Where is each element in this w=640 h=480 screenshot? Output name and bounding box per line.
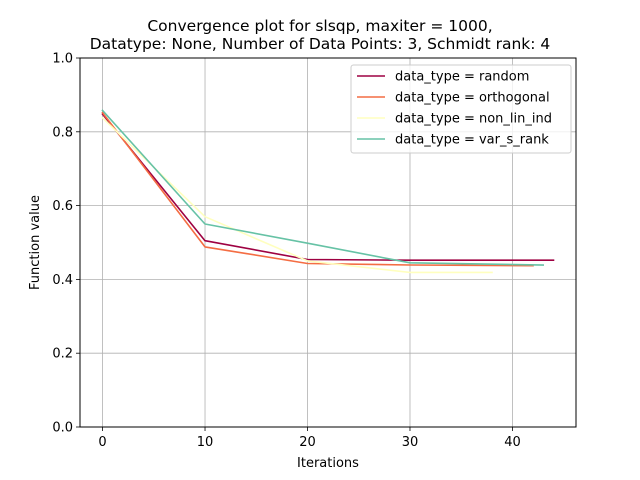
series-line-2	[101, 111, 534, 267]
series-line-4	[101, 109, 545, 266]
legend-label: data_type = random	[395, 70, 529, 85]
y-tick-label: 0.0	[52, 421, 73, 436]
legend-label: data_type = var_s_rank	[395, 133, 549, 148]
series-line-3	[101, 116, 493, 274]
legend-label: data_type = non_lin_ind	[395, 112, 552, 127]
y-tick-label: 1.0	[52, 52, 73, 67]
x-tick-label: 0	[98, 435, 106, 450]
y-tick-label: 0.8	[52, 125, 73, 140]
x-tick-label: 30	[402, 435, 419, 450]
x-tick-label: 40	[504, 435, 521, 450]
axes-frame	[79, 57, 577, 428]
x-axis-label: Iterations	[297, 456, 359, 471]
chart-title-line-1: Convergence plot for slsqp, maxiter = 10…	[147, 17, 493, 35]
y-tick-label: 0.2	[52, 347, 73, 362]
chart-title-line-2: Datatype: None, Number of Data Points: 3…	[89, 35, 551, 53]
y-tick-label: 0.6	[52, 199, 73, 214]
legend-label: data_type = orthogonal	[395, 91, 550, 106]
legend: data_type = random data_type = orthogonal…	[350, 64, 572, 154]
y-tick-label: 0.4	[52, 273, 73, 288]
x-tick-label: 10	[197, 435, 214, 450]
legend-box	[350, 64, 572, 154]
series-line-1	[101, 112, 555, 262]
series-lines	[101, 109, 555, 274]
x-tick-label: 20	[299, 435, 316, 450]
axis-ticks: 0 10 20 30 40 0.0 0.2 0.4 0.6 0.8 1.0	[52, 52, 520, 451]
y-axis-label: Function value	[28, 195, 43, 290]
